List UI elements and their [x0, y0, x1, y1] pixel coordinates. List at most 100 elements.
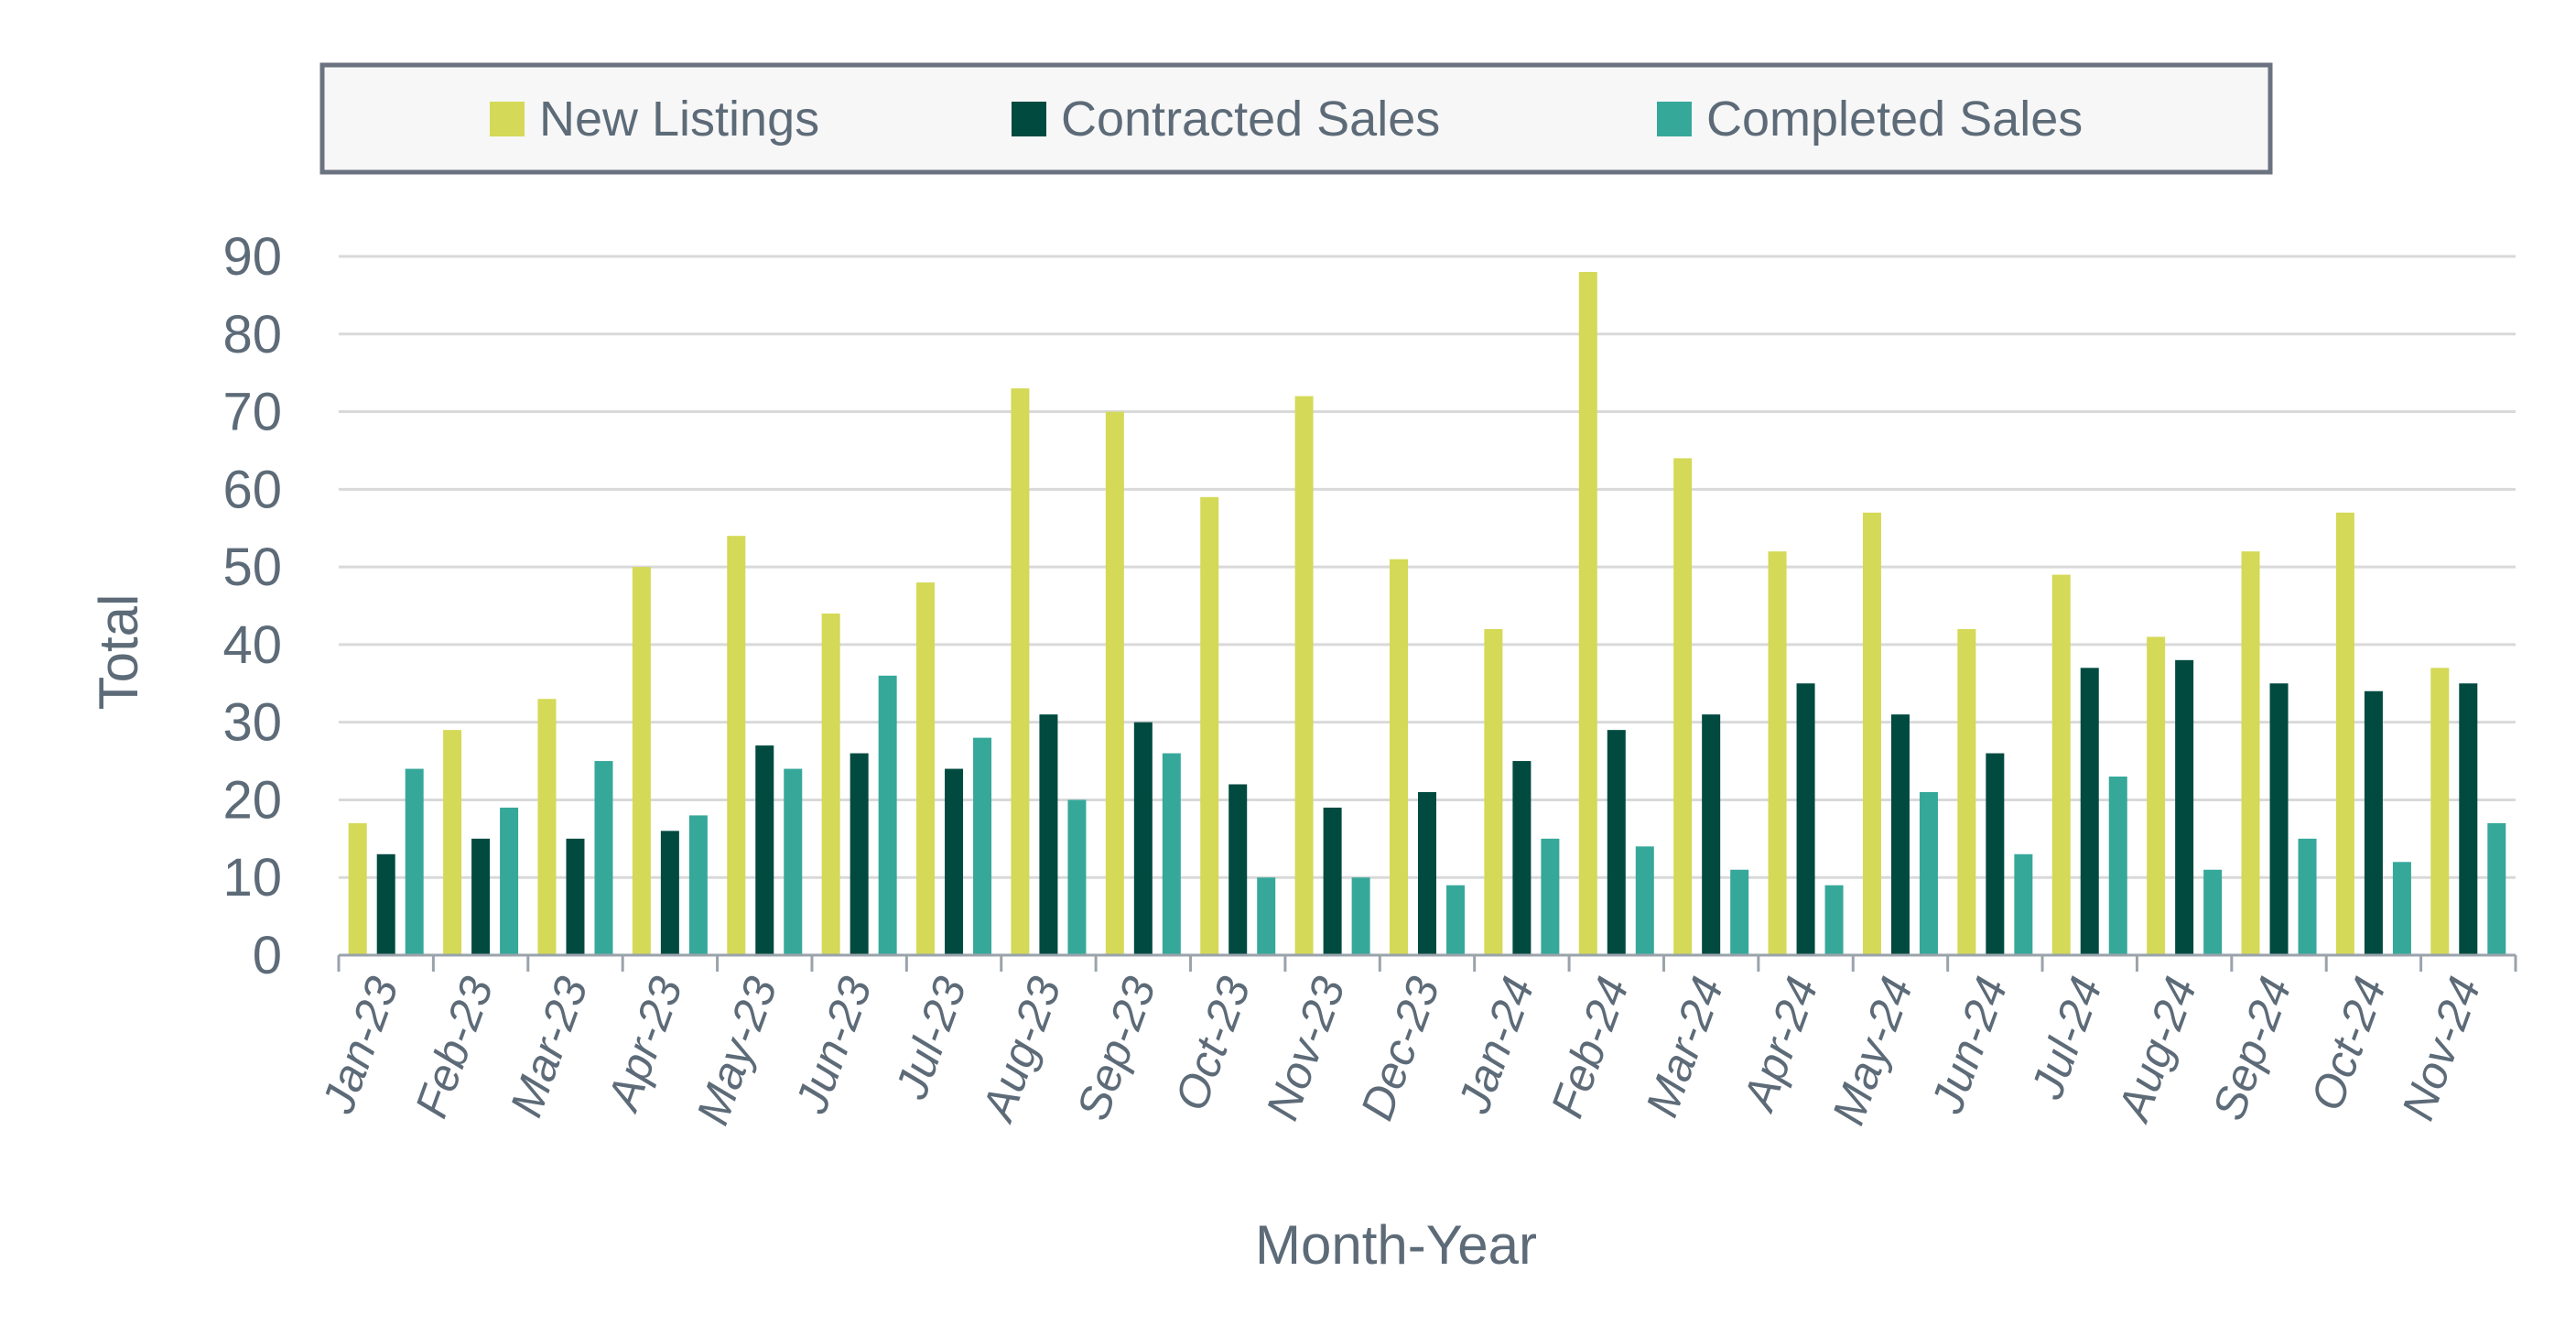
bar	[500, 807, 519, 955]
bar	[973, 737, 992, 955]
bar	[660, 831, 679, 955]
bar	[1824, 885, 1844, 955]
x-tick-label: Aug-24	[2107, 971, 2207, 1129]
y-tick-label: 10	[222, 848, 282, 908]
bar	[1446, 885, 1465, 955]
bars	[348, 271, 2506, 956]
x-tick-label: Jun-24	[1921, 971, 2017, 1121]
bar	[1512, 761, 1532, 955]
x-tick-label: May-23	[687, 970, 787, 1131]
y-axis-title: Total	[88, 594, 149, 711]
bar	[2459, 683, 2478, 955]
bar	[1067, 799, 1087, 955]
bar	[850, 753, 869, 955]
bar	[1105, 411, 1124, 955]
legend: New Listings Contracted Sales Completed Sa…	[319, 62, 2273, 175]
x-tick-label: Apr-24	[1732, 971, 1828, 1119]
bar	[784, 768, 803, 955]
y-tick-label: 20	[222, 770, 282, 830]
bar	[1162, 753, 1181, 955]
bar	[2392, 862, 2411, 955]
bar	[1484, 628, 1503, 955]
y-tick-label: 60	[222, 460, 282, 519]
y-axis: 0 10 20 30 40 50 60 70 80 90	[222, 227, 282, 985]
x-tick-label: Jul-23	[885, 970, 977, 1105]
bar	[1351, 877, 1370, 955]
bar	[1607, 730, 1626, 955]
bar	[2203, 869, 2223, 955]
bar	[2051, 574, 2071, 955]
bar	[1541, 838, 1560, 955]
bar	[2175, 659, 2194, 955]
y-tick-label: 40	[222, 615, 282, 675]
bar	[471, 838, 491, 955]
x-tick-label: Feb-23	[406, 970, 503, 1124]
bar	[1257, 877, 1276, 955]
bar	[1673, 458, 1693, 955]
x-tick-label: Mar-23	[500, 970, 598, 1123]
bar	[1039, 714, 1058, 955]
bar	[1730, 869, 1749, 955]
x-tick-label: Jan-23	[312, 970, 408, 1120]
bar	[1133, 722, 1153, 955]
bar	[1200, 496, 1219, 955]
bar	[1890, 714, 1910, 955]
bar	[2241, 551, 2260, 955]
bar	[688, 815, 708, 955]
legend-item: Completed Sales	[1657, 92, 2083, 147]
bar	[1323, 807, 1342, 955]
bar	[566, 838, 585, 955]
bar	[1228, 784, 1248, 955]
bar	[2014, 853, 2033, 955]
y-tick-label: 80	[222, 305, 282, 364]
y-tick-label: 50	[222, 538, 282, 597]
bar	[1578, 271, 1597, 955]
x-tick-label: May-24	[1823, 971, 1923, 1132]
bar	[1418, 791, 1436, 955]
bar	[2430, 668, 2450, 955]
x-tick-label: Feb-24	[1541, 971, 1639, 1125]
bar	[1702, 714, 1721, 955]
x-tick-label: Jun-23	[785, 970, 882, 1120]
x-tick-label: Dec-23	[1351, 970, 1450, 1126]
x-tick-label: Apr-23	[597, 970, 693, 1118]
bar	[2364, 690, 2383, 955]
bar	[1796, 683, 1815, 955]
bar	[916, 582, 936, 955]
bar	[2487, 822, 2506, 955]
bar	[1011, 388, 1030, 956]
y-tick-label: 30	[222, 693, 282, 753]
legend-box	[319, 62, 2273, 175]
bar	[443, 730, 462, 955]
bar	[1919, 791, 1938, 955]
x-tick-label: Jul-24	[2021, 971, 2113, 1106]
y-tick-label: 0	[253, 926, 282, 985]
legend-swatch	[490, 102, 525, 136]
x-tick-label: Sep-23	[1066, 970, 1165, 1126]
x-tick-label: Jan-24	[1447, 971, 1543, 1121]
bar	[878, 675, 897, 955]
x-tick-label: Nov-24	[2392, 971, 2491, 1127]
bar	[1294, 396, 1314, 956]
bar	[2108, 777, 2127, 955]
bar	[1390, 559, 1408, 955]
bar	[1862, 512, 1881, 955]
x-tick-label: Oct-24	[2300, 971, 2396, 1117]
y-tick-label: 90	[222, 227, 282, 287]
bar	[727, 536, 746, 955]
bar	[376, 853, 395, 955]
bar	[405, 768, 424, 955]
legend-swatch	[1012, 102, 1046, 136]
bar	[2298, 838, 2317, 955]
bar	[755, 745, 774, 955]
legend-label: Contracted Sales	[1061, 92, 1440, 147]
bar	[1768, 551, 1787, 955]
bar	[537, 699, 557, 955]
x-tick-label: Aug-23	[971, 970, 1071, 1129]
bar	[2269, 683, 2289, 955]
legend-label: New Listings	[539, 92, 819, 147]
y-tick-label: 70	[222, 383, 282, 442]
bar	[632, 567, 651, 955]
legend-label: Completed Sales	[1706, 92, 2083, 147]
